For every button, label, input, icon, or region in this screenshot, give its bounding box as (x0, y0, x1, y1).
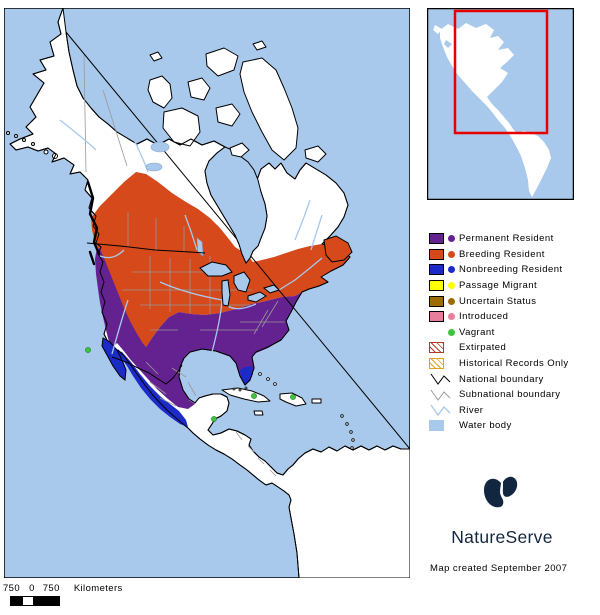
scale-zero-value: 0 (29, 583, 35, 594)
introduced-swatch (429, 311, 444, 323)
legend-label: Uncertain Status (459, 295, 537, 307)
rivers (59, 107, 323, 355)
legend-label: National boundary (459, 373, 544, 385)
legend-item-extirpated: Extirpated (429, 340, 597, 356)
legend-label: Permanent Resident (459, 233, 554, 245)
legend-item-introduced: Introduced (429, 309, 597, 325)
legend-label: Introduced (459, 311, 509, 323)
vagrant-dot (448, 328, 455, 336)
vagrant-point (251, 393, 257, 399)
range-map-svg (4, 8, 410, 578)
nonbreeding-swatch (429, 264, 444, 276)
legend-item-water-body: Water body (429, 418, 597, 434)
passage-dot (448, 282, 455, 290)
caribbean-islands (221, 387, 322, 416)
breeding-swatch (429, 248, 444, 260)
legend-item-uncertain-status: Uncertain Status (429, 293, 597, 309)
extirpated-hatch-swatch (429, 342, 444, 354)
scale-bar-text: 750 0 750 Kilometers (3, 583, 123, 594)
vagrant-point (211, 416, 217, 422)
legend-label: River (459, 404, 484, 416)
permanent-dot (448, 235, 455, 243)
scale-bar-graphic (10, 596, 60, 606)
baja-california-nonbreeding (101, 337, 127, 381)
breeding-dot (448, 250, 455, 258)
legend-label: Water body (459, 420, 512, 432)
historical-hatch-swatch (429, 358, 444, 370)
legend-item-breeding-resident: Breeding Resident (429, 247, 597, 263)
butterfly-icon (484, 476, 518, 508)
water-body-swatch (429, 420, 444, 432)
uncertain-dot (448, 297, 455, 305)
hudson-bay (204, 146, 268, 264)
nonbreeding-dot (448, 266, 455, 274)
legend-item-vagrant: Vagrant (429, 325, 597, 341)
legend-label: Historical Records Only (459, 358, 569, 370)
legend-item-national-boundary: National boundary (429, 371, 597, 387)
great-lakes (199, 261, 280, 307)
vagrant-point (290, 394, 296, 400)
aleutian-islands (6, 131, 58, 159)
legend-label: Vagrant (459, 326, 495, 338)
inset-extent-box (453, 9, 549, 135)
legend-item-historical-records: Historical Records Only (429, 356, 597, 372)
legend-item-subnational-boundary: Subnational boundary (429, 387, 597, 403)
southampton-island (229, 142, 250, 158)
scale-segment (11, 597, 23, 605)
small-islands (232, 372, 355, 450)
legend-label: Breeding Resident (459, 248, 545, 260)
subnational-boundary-line-icon (430, 389, 451, 401)
passage-swatch (429, 280, 444, 292)
introduced-dot (448, 313, 455, 321)
scale-segment (33, 597, 59, 605)
vagrant-point (85, 347, 91, 353)
river-line-icon (430, 404, 451, 417)
natureserve-wordmark: NatureServe (451, 527, 553, 547)
region-breeding-resident (91, 172, 350, 347)
subnational-boundaries (83, 54, 285, 477)
legend-item-nonbreeding-resident: Nonbreeding Resident (429, 262, 597, 278)
scale-right-value: 750 (42, 583, 60, 594)
inset-americas-silhouette (433, 23, 551, 197)
map-created-note: Map created September 2007 (430, 563, 568, 574)
inland-lakes (145, 141, 204, 257)
legend-label: Subnational boundary (459, 389, 561, 401)
legend-item-river: River (429, 403, 597, 419)
inset-svg (426, 7, 575, 201)
scale-segment (23, 597, 33, 605)
scale-bar: 750 0 750 Kilometers (3, 583, 123, 606)
uncertain-swatch (429, 295, 444, 307)
legend-item-passage-migrant: Passage Migrant (429, 278, 597, 294)
legend: Permanent Resident Breeding Resident Non… (429, 231, 597, 434)
scale-unit-label: Kilometers (73, 583, 123, 594)
legend-label: Passage Migrant (459, 280, 538, 292)
main-range-map (4, 8, 410, 578)
newfoundland-breeding (323, 235, 353, 263)
national-boundaries (86, 242, 206, 385)
scale-left-value: 750 (3, 583, 21, 594)
natureserve-logo: NatureServe (427, 474, 577, 548)
legend-label: Nonbreeding Resident (459, 264, 563, 276)
vagrant-sightings (85, 347, 296, 422)
national-boundary-line-icon (430, 373, 451, 385)
inset-locator-map (426, 7, 575, 201)
arctic-islands (147, 40, 327, 163)
legend-label: Extirpated (459, 342, 507, 354)
permanent-swatch (429, 233, 444, 245)
legend-item-permanent-resident: Permanent Resident (429, 231, 597, 247)
